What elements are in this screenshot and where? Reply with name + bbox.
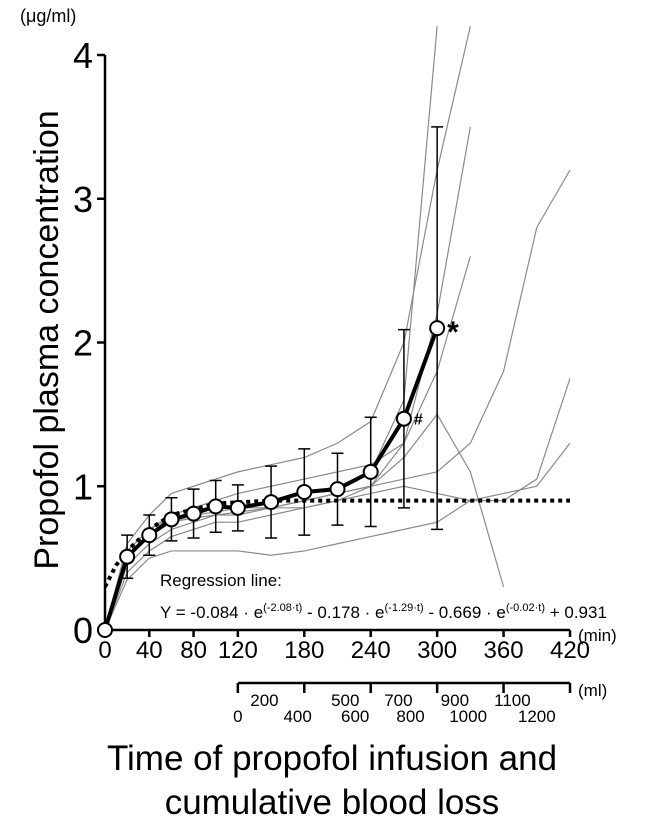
x-tick-label: 420 bbox=[550, 637, 590, 664]
equation-part: + 0.931 bbox=[545, 603, 607, 622]
blood-loss-tick-label: 400 bbox=[283, 707, 311, 726]
individual-line bbox=[105, 169, 571, 631]
individual-line bbox=[105, 256, 471, 631]
mean-point bbox=[429, 320, 446, 337]
x-tick-label: 360 bbox=[484, 637, 524, 664]
mean-point bbox=[207, 498, 224, 515]
equation-exponent: (-0.02·t) bbox=[506, 602, 545, 614]
blood-loss-tick-label: 500 bbox=[331, 691, 359, 710]
mean-point bbox=[296, 484, 313, 500]
annotation: * bbox=[447, 316, 459, 349]
mean-point bbox=[329, 481, 346, 498]
x-title: cumulative blood loss bbox=[165, 783, 500, 820]
x-tick-label: 120 bbox=[218, 637, 258, 664]
equation-exponent: (-2.08·t) bbox=[263, 602, 302, 614]
blood-loss-tick-label: 1000 bbox=[449, 707, 487, 726]
mean-point bbox=[395, 410, 412, 427]
y-tick-label: 4 bbox=[73, 35, 93, 76]
equation-exponent: (-1.29·t) bbox=[385, 602, 424, 614]
x-tick-label: 300 bbox=[417, 637, 457, 664]
individual-line bbox=[105, 442, 571, 631]
blood-loss-tick-label: 1100 bbox=[494, 691, 531, 710]
y-unit: (μg/ml) bbox=[20, 6, 76, 26]
x-tick-label: 180 bbox=[284, 637, 324, 664]
blood-loss-tick-label: 0 bbox=[233, 707, 242, 726]
mean-point bbox=[229, 499, 246, 516]
y-axis-label: Propofol plasma concentration bbox=[28, 110, 66, 569]
blood-loss-unit: (ml) bbox=[578, 681, 607, 700]
regression-label: Regression line: bbox=[160, 571, 282, 590]
blood-loss-tick-label: 800 bbox=[396, 707, 424, 726]
mean-point bbox=[119, 548, 136, 565]
x-tick-label: 0 bbox=[98, 637, 111, 664]
mean-point bbox=[163, 511, 180, 528]
equation-part: Y = -0.084 · e bbox=[160, 603, 263, 622]
x-tick-label: 240 bbox=[351, 637, 391, 664]
y-tick-label: 2 bbox=[73, 323, 93, 364]
y-tick-label: 1 bbox=[73, 466, 93, 507]
y-tick-label: 0 bbox=[73, 610, 93, 651]
blood-loss-tick-label: 600 bbox=[341, 707, 369, 726]
mean-point bbox=[141, 527, 158, 544]
mean-point bbox=[362, 463, 379, 480]
x-title: Time of propofol infusion and bbox=[107, 739, 557, 778]
blood-loss-tick-label: 900 bbox=[441, 691, 469, 710]
mean-point bbox=[185, 505, 202, 522]
mean-point bbox=[97, 622, 113, 638]
regression-equation: Y = -0.084 · e(-2.08·t) - 0.178 · e(-1.2… bbox=[160, 602, 607, 622]
equation-part: - 0.178 · e bbox=[302, 603, 384, 622]
plot-area bbox=[105, 26, 571, 631]
y-tick-label: 3 bbox=[73, 179, 93, 220]
blood-loss-tick-label: 200 bbox=[250, 691, 278, 710]
individual-line bbox=[105, 26, 471, 631]
x-tick-label: 40 bbox=[136, 637, 163, 664]
mean-point bbox=[263, 494, 280, 511]
x-tick-label: 80 bbox=[180, 637, 207, 664]
blood-loss-tick-label: 700 bbox=[384, 691, 412, 710]
annotation: # bbox=[414, 412, 423, 429]
blood-loss-tick-label: 1200 bbox=[518, 707, 556, 726]
x-unit: (min) bbox=[578, 626, 617, 645]
equation-part: - 0.669 · e bbox=[424, 603, 506, 622]
